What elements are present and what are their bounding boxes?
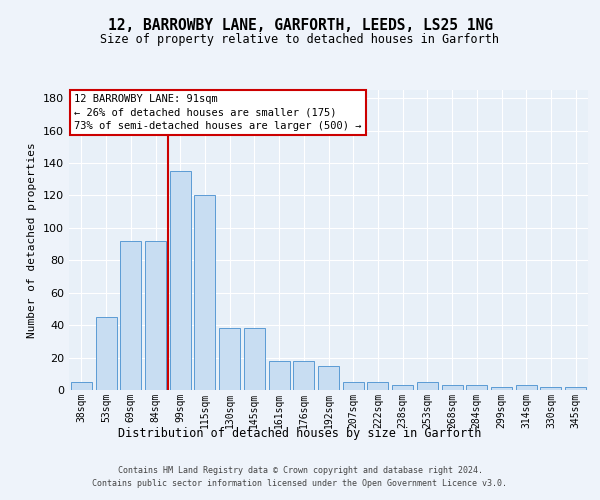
Bar — [269, 361, 290, 390]
Text: Size of property relative to detached houses in Garforth: Size of property relative to detached ho… — [101, 32, 499, 46]
Text: Contains HM Land Registry data © Crown copyright and database right 2024.: Contains HM Land Registry data © Crown c… — [118, 466, 482, 475]
Bar — [442, 385, 463, 390]
Bar — [170, 171, 191, 390]
Bar — [392, 385, 413, 390]
Bar — [466, 385, 487, 390]
Bar — [367, 382, 388, 390]
Text: Contains public sector information licensed under the Open Government Licence v3: Contains public sector information licen… — [92, 479, 508, 488]
Text: 12, BARROWBY LANE, GARFORTH, LEEDS, LS25 1NG: 12, BARROWBY LANE, GARFORTH, LEEDS, LS25… — [107, 18, 493, 32]
Bar — [343, 382, 364, 390]
Bar — [219, 328, 240, 390]
Bar — [541, 387, 562, 390]
Bar — [293, 361, 314, 390]
Bar — [244, 328, 265, 390]
Bar — [516, 385, 537, 390]
Bar — [417, 382, 438, 390]
Bar — [491, 387, 512, 390]
Bar — [194, 196, 215, 390]
Text: Distribution of detached houses by size in Garforth: Distribution of detached houses by size … — [118, 428, 482, 440]
Y-axis label: Number of detached properties: Number of detached properties — [28, 142, 37, 338]
Bar — [120, 241, 141, 390]
Bar — [71, 382, 92, 390]
Text: 12 BARROWBY LANE: 91sqm
← 26% of detached houses are smaller (175)
73% of semi-d: 12 BARROWBY LANE: 91sqm ← 26% of detache… — [74, 94, 362, 131]
Bar — [145, 241, 166, 390]
Bar — [318, 366, 339, 390]
Bar — [565, 387, 586, 390]
Bar — [95, 317, 116, 390]
